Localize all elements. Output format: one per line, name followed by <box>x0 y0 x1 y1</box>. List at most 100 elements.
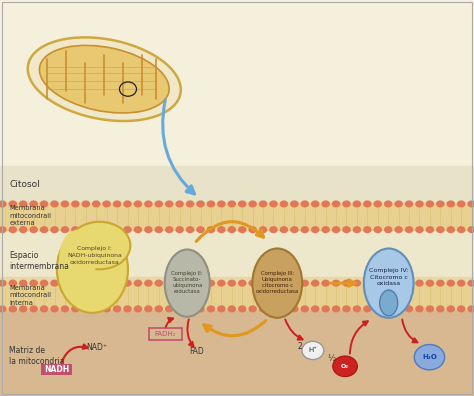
Circle shape <box>71 226 80 233</box>
Ellipse shape <box>380 290 398 316</box>
Circle shape <box>457 226 465 233</box>
Circle shape <box>248 305 257 312</box>
Circle shape <box>29 305 38 312</box>
Circle shape <box>447 226 455 233</box>
Circle shape <box>61 200 69 208</box>
Circle shape <box>311 280 319 287</box>
Circle shape <box>207 280 215 287</box>
Circle shape <box>19 200 27 208</box>
Bar <box>0 283 474 309</box>
Circle shape <box>374 200 382 208</box>
Circle shape <box>113 226 121 233</box>
Ellipse shape <box>252 249 302 318</box>
Text: NAD⁺: NAD⁺ <box>87 343 108 352</box>
Circle shape <box>374 280 382 287</box>
Circle shape <box>61 305 69 312</box>
Circle shape <box>259 305 267 312</box>
Text: FAD: FAD <box>189 347 204 356</box>
Circle shape <box>342 226 351 233</box>
Circle shape <box>175 305 184 312</box>
Text: ½: ½ <box>328 354 336 363</box>
Circle shape <box>248 280 257 287</box>
Circle shape <box>82 226 90 233</box>
Circle shape <box>40 226 48 233</box>
Circle shape <box>228 200 236 208</box>
Circle shape <box>196 280 205 287</box>
Circle shape <box>311 200 319 208</box>
Circle shape <box>186 226 194 233</box>
Circle shape <box>155 280 163 287</box>
Circle shape <box>29 200 38 208</box>
Circle shape <box>363 305 372 312</box>
Circle shape <box>207 200 215 208</box>
Circle shape <box>207 226 215 233</box>
Circle shape <box>467 200 474 208</box>
Circle shape <box>144 305 153 312</box>
Text: Membrana
mitocondrail
interna: Membrana mitocondrail interna <box>9 284 52 306</box>
Text: H₂O: H₂O <box>422 354 437 360</box>
Circle shape <box>134 305 142 312</box>
Ellipse shape <box>165 249 210 317</box>
Circle shape <box>155 226 163 233</box>
Circle shape <box>332 280 340 287</box>
Circle shape <box>363 226 372 233</box>
Text: Complejo II:
Succinato-
ubiquinona
reductasa: Complejo II: Succinato- ubiquinona reduc… <box>172 270 203 294</box>
Circle shape <box>217 200 226 208</box>
Circle shape <box>321 280 330 287</box>
Circle shape <box>0 200 7 208</box>
Circle shape <box>61 226 69 233</box>
Circle shape <box>394 280 403 287</box>
Circle shape <box>196 226 205 233</box>
Circle shape <box>71 280 80 287</box>
Circle shape <box>290 280 299 287</box>
Circle shape <box>269 226 278 233</box>
Bar <box>0 202 474 230</box>
Circle shape <box>196 305 205 312</box>
Ellipse shape <box>59 230 97 285</box>
Circle shape <box>457 280 465 287</box>
Circle shape <box>290 305 299 312</box>
Circle shape <box>363 280 372 287</box>
Circle shape <box>175 226 184 233</box>
Circle shape <box>374 226 382 233</box>
Circle shape <box>405 226 413 233</box>
Circle shape <box>457 305 465 312</box>
Circle shape <box>321 226 330 233</box>
Text: FADH₂: FADH₂ <box>155 331 176 337</box>
Circle shape <box>436 280 445 287</box>
FancyBboxPatch shape <box>41 364 72 375</box>
Circle shape <box>384 226 392 233</box>
Circle shape <box>301 280 309 287</box>
Circle shape <box>467 280 474 287</box>
Circle shape <box>342 280 351 287</box>
Circle shape <box>144 200 153 208</box>
Circle shape <box>92 280 100 287</box>
Circle shape <box>269 280 278 287</box>
Circle shape <box>248 200 257 208</box>
Circle shape <box>165 200 173 208</box>
Circle shape <box>238 226 246 233</box>
Circle shape <box>175 280 184 287</box>
Circle shape <box>82 280 90 287</box>
Circle shape <box>175 200 184 208</box>
Circle shape <box>29 280 38 287</box>
Text: Complejo I:
NADH-ubiquinona
oxidorreductasa: Complejo I: NADH-ubiquinona oxidorreduct… <box>67 246 122 265</box>
Bar <box>0 305 474 396</box>
Circle shape <box>19 226 27 233</box>
Circle shape <box>405 280 413 287</box>
Circle shape <box>394 305 403 312</box>
Circle shape <box>134 280 142 287</box>
Circle shape <box>19 305 27 312</box>
Circle shape <box>269 200 278 208</box>
Circle shape <box>102 226 111 233</box>
Circle shape <box>92 226 100 233</box>
Circle shape <box>290 200 299 208</box>
Ellipse shape <box>28 37 181 121</box>
Circle shape <box>415 200 424 208</box>
Text: Espacio
intermembrana: Espacio intermembrana <box>9 251 69 271</box>
Circle shape <box>280 200 288 208</box>
Circle shape <box>144 280 153 287</box>
Circle shape <box>19 280 27 287</box>
Circle shape <box>50 280 59 287</box>
Circle shape <box>447 200 455 208</box>
